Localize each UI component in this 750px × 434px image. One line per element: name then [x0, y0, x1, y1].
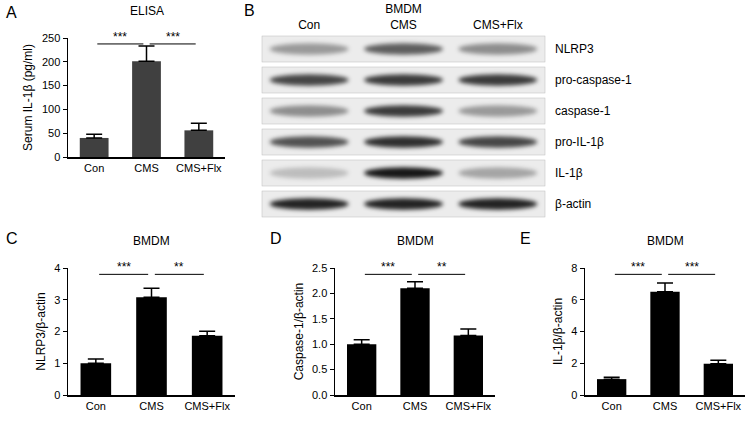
svg-text:150: 150: [42, 79, 60, 91]
svg-text:4: 4: [54, 262, 60, 274]
svg-text:0: 0: [571, 389, 577, 401]
svg-text:ELISA: ELISA: [130, 4, 164, 18]
svg-text:pro-IL-1β: pro-IL-1β: [555, 135, 604, 149]
svg-text:CMS+Flx: CMS+Flx: [446, 400, 492, 412]
svg-text:***: ***: [685, 260, 699, 274]
svg-text:***: ***: [117, 260, 131, 274]
svg-text:***: ***: [631, 260, 645, 274]
svg-text:0.5: 0.5: [312, 363, 327, 375]
svg-text:CMS: CMS: [390, 18, 417, 32]
svg-text:CMS: CMS: [139, 400, 163, 412]
svg-text:BMDM: BMDM: [647, 234, 684, 248]
svg-text:0.0: 0.0: [312, 389, 327, 401]
svg-text:BMDM: BMDM: [385, 2, 422, 16]
svg-text:Caspase-1/β-actin: Caspase-1/β-actin: [292, 283, 306, 381]
svg-text:CMS: CMS: [653, 400, 677, 412]
svg-text:CMS+Flx: CMS+Flx: [696, 400, 742, 412]
svg-text:1.5: 1.5: [312, 313, 327, 325]
svg-text:***: ***: [113, 30, 127, 44]
svg-text:CMS+Flx: CMS+Flx: [473, 18, 523, 32]
svg-text:CMS: CMS: [134, 162, 158, 174]
svg-text:200: 200: [42, 56, 60, 68]
svg-text:8: 8: [571, 262, 577, 274]
svg-text:6: 6: [571, 294, 577, 306]
svg-text:CMS+Flx: CMS+Flx: [176, 162, 222, 174]
svg-text:***: ***: [166, 30, 180, 44]
svg-text:1.0: 1.0: [312, 338, 327, 350]
svg-text:1: 1: [54, 357, 60, 369]
svg-text:IL-1β/β-actin: IL-1β/β-actin: [551, 298, 565, 365]
svg-text:Con: Con: [86, 400, 106, 412]
svg-text:250: 250: [42, 32, 60, 44]
svg-text:2: 2: [54, 325, 60, 337]
svg-text:Con: Con: [298, 18, 320, 32]
svg-text:CMS: CMS: [403, 400, 427, 412]
svg-text:50: 50: [48, 127, 60, 139]
svg-text:**: **: [174, 260, 184, 274]
svg-text:NLRP3: NLRP3: [555, 42, 594, 56]
svg-text:A: A: [6, 4, 17, 21]
svg-text:BMDM: BMDM: [397, 234, 434, 248]
svg-text:Con: Con: [84, 162, 104, 174]
svg-text:IL-1β: IL-1β: [555, 166, 583, 180]
svg-text:2.5: 2.5: [312, 262, 327, 274]
svg-text:100: 100: [42, 103, 60, 115]
svg-text:Con: Con: [352, 400, 372, 412]
svg-text:pro-caspase-1: pro-caspase-1: [555, 73, 632, 87]
svg-text:Con: Con: [602, 400, 622, 412]
svg-text:2.0: 2.0: [312, 287, 327, 299]
svg-text:BMDM: BMDM: [133, 234, 170, 248]
svg-text:0: 0: [54, 389, 60, 401]
svg-text:3: 3: [54, 294, 60, 306]
svg-text:***: ***: [381, 260, 395, 274]
svg-text:4: 4: [571, 325, 577, 337]
svg-text:C: C: [6, 230, 18, 247]
svg-text:2: 2: [571, 357, 577, 369]
svg-text:Serum IL-1β (pg/ml): Serum IL-1β (pg/ml): [21, 44, 35, 151]
svg-text:β-actin: β-actin: [555, 197, 591, 211]
svg-text:E: E: [520, 230, 531, 247]
svg-text:0: 0: [54, 151, 60, 163]
svg-text:CMS+Flx: CMS+Flx: [184, 400, 230, 412]
svg-text:**: **: [437, 260, 447, 274]
svg-text:caspase-1: caspase-1: [555, 104, 611, 118]
svg-text:B: B: [244, 2, 255, 19]
svg-text:D: D: [270, 230, 282, 247]
svg-text:NLRP3/β-actin: NLRP3/β-actin: [34, 292, 48, 370]
